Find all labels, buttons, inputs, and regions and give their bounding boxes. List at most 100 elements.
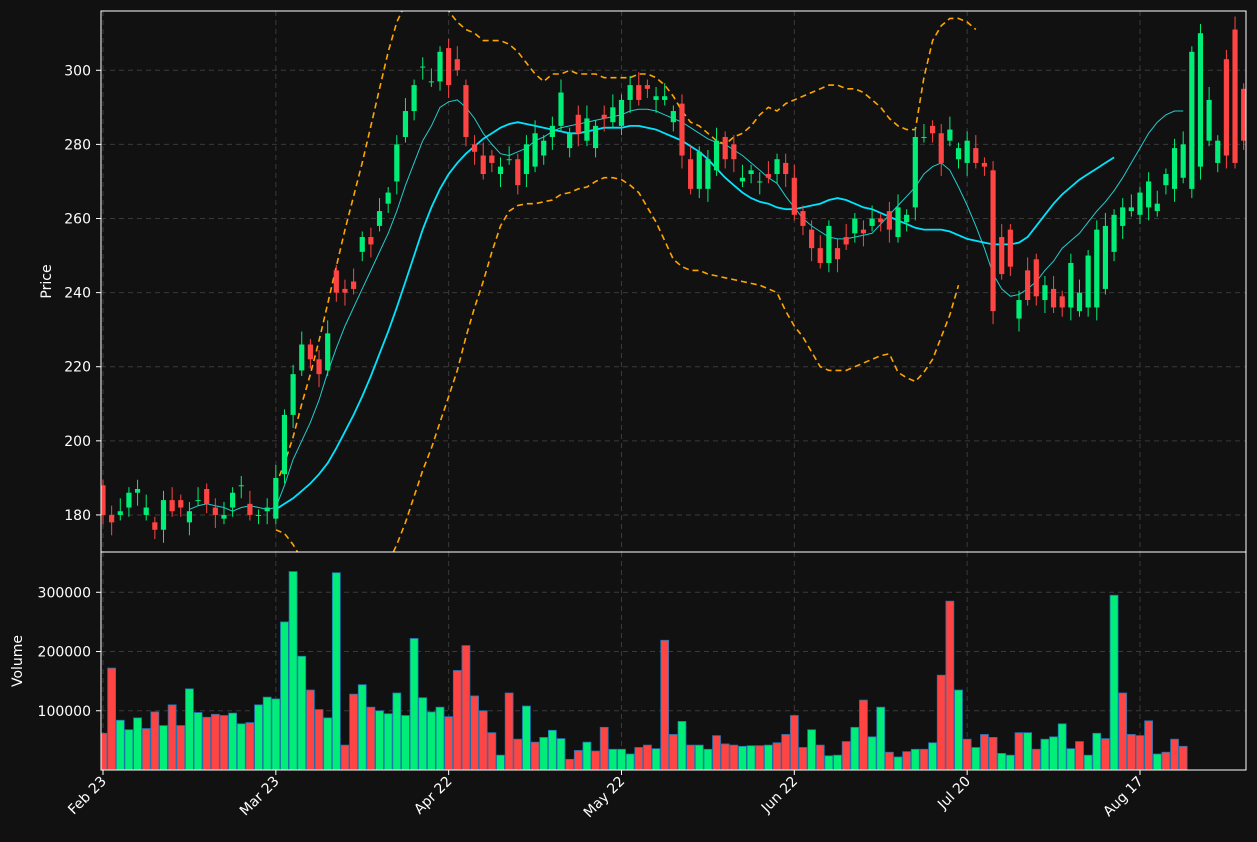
candle-body: [791, 177, 797, 215]
volume-bar: [1109, 594, 1119, 770]
candle-body: [904, 214, 910, 223]
candle-body: [402, 111, 409, 137]
candle-body: [255, 514, 262, 516]
volume-bar: [193, 712, 203, 770]
volume-bar: [893, 756, 903, 770]
candle-body: [1042, 285, 1048, 301]
volume-bar: [789, 715, 799, 770]
candle-body: [679, 103, 685, 156]
volume-bar: [470, 695, 479, 770]
candle-body: [480, 155, 486, 175]
price-tick-label: 280: [64, 137, 91, 153]
candle-body: [627, 85, 633, 100]
volume-panel-frame: [100, 551, 1247, 771]
candle-body: [575, 114, 581, 134]
volume-panel: 100000 200000 300000 Volume: [10, 551, 1247, 771]
candle-body: [921, 136, 927, 138]
volume-y-ticks: 100000 200000 300000: [38, 585, 101, 720]
volume-bar: [781, 734, 791, 770]
candle-body: [955, 148, 962, 160]
candle-body: [1232, 29, 1238, 163]
candle-body: [662, 96, 668, 100]
volume-bar: [504, 692, 514, 770]
candle-body: [558, 92, 564, 126]
volume-bar: [1144, 720, 1153, 770]
volume-bar: [850, 726, 860, 770]
candle-body: [731, 144, 737, 160]
candle-body: [809, 229, 815, 249]
volume-bar: [133, 717, 142, 770]
candle-body: [126, 492, 132, 508]
candle-body: [489, 155, 495, 163]
candle-body: [1085, 255, 1091, 308]
volume-bar: [1178, 745, 1188, 770]
candle-body: [230, 492, 236, 508]
volume-bar: [1075, 741, 1084, 770]
candle-body: [774, 159, 780, 175]
candle-body: [307, 344, 313, 360]
candle-body: [757, 181, 763, 183]
candle-body: [567, 133, 573, 149]
volume-bar: [591, 750, 600, 770]
volume-bar: [236, 723, 246, 770]
candle-body: [264, 507, 270, 512]
volume-bar: [409, 638, 419, 770]
candle-body: [688, 159, 694, 189]
candle-body: [1033, 259, 1039, 297]
volume-bar: [167, 704, 177, 770]
candle-body: [826, 225, 832, 263]
volume-bar: [452, 670, 462, 770]
candle-body: [765, 174, 771, 178]
candle-body: [342, 288, 348, 293]
volume-bar: [1031, 748, 1041, 770]
volume-bar: [859, 699, 868, 770]
candle-body: [437, 51, 443, 82]
candle-body: [1025, 270, 1031, 301]
candle-body: [973, 148, 979, 163]
volume-bar: [159, 725, 168, 770]
volume-bar: [392, 692, 402, 770]
volume-bar: [962, 738, 972, 770]
volume-bar: [1170, 738, 1179, 770]
volume-bar: [1092, 732, 1102, 770]
price-tick-label: 220: [64, 360, 91, 376]
candle-body: [143, 507, 149, 515]
candle-body: [247, 503, 253, 515]
volume-bar: [876, 706, 886, 770]
candle-body: [860, 229, 867, 234]
moving-averages: [189, 99, 1184, 512]
volume-bar: [1040, 738, 1050, 770]
volume-bar: [262, 696, 272, 770]
volume-bar: [547, 729, 557, 770]
candle-body: [169, 500, 175, 512]
candle-body: [610, 107, 616, 123]
volume-bar: [556, 738, 566, 770]
volume-bar: [694, 744, 704, 770]
candle-body: [446, 48, 452, 86]
upper-band-line: [275, 11, 977, 486]
volume-bar: [677, 721, 687, 770]
candle-body: [134, 489, 141, 493]
candle-body: [532, 133, 538, 167]
candle-body: [1076, 292, 1083, 312]
volume-bar: [306, 689, 315, 770]
candle-body: [705, 159, 711, 189]
candle-body: [912, 136, 918, 208]
volume-bar: [988, 737, 998, 770]
volume-bar: [573, 750, 583, 770]
volume-bar: [210, 713, 220, 770]
volume-bar: [617, 748, 626, 770]
volume-bar: [833, 754, 842, 770]
volume-bar: [686, 744, 695, 770]
candle-body: [999, 237, 1005, 275]
volume-bar: [487, 732, 497, 770]
volume-bar: [703, 748, 713, 770]
candle-body: [368, 237, 374, 245]
candle-body: [428, 81, 434, 83]
volume-bar: [919, 748, 929, 770]
volume-bar: [651, 748, 661, 770]
volume-bar: [401, 715, 410, 770]
candle-body: [1094, 229, 1100, 308]
candle-body: [238, 485, 244, 487]
